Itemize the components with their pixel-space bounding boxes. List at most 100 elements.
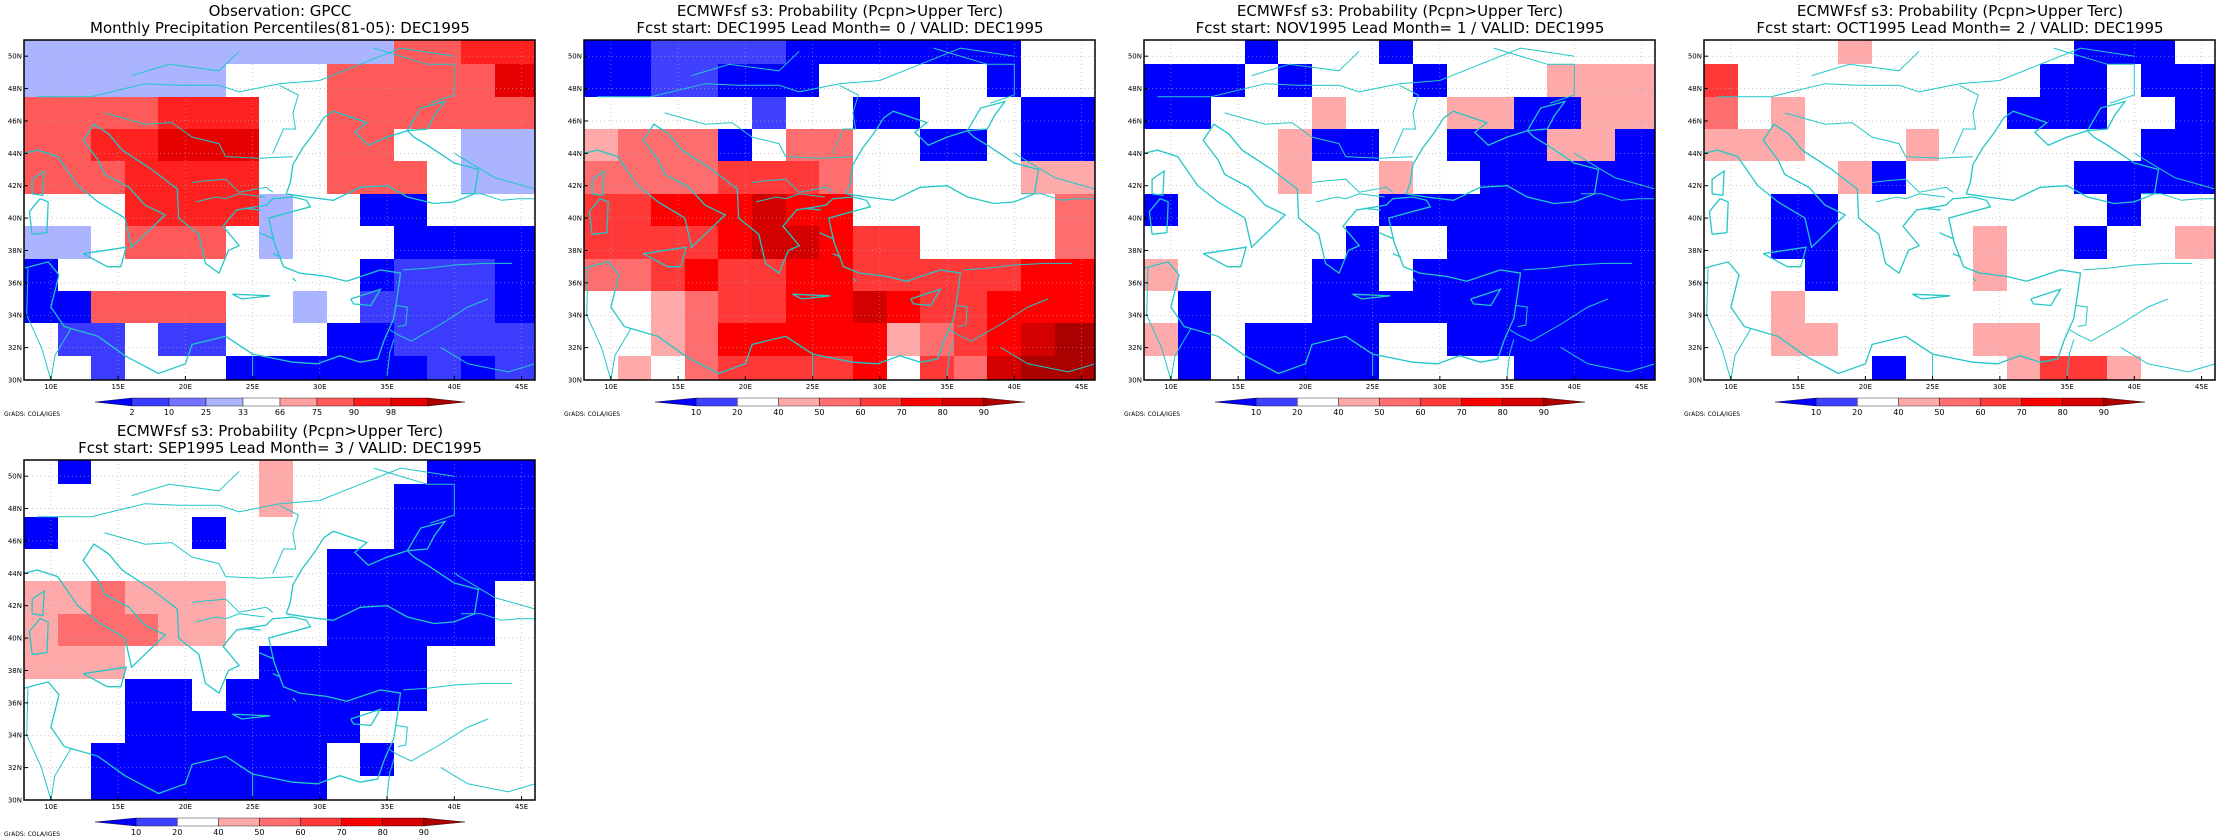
grid-cell xyxy=(327,323,360,356)
grid-cell xyxy=(1906,97,1939,129)
grid-cell xyxy=(427,776,461,800)
colorbar-label: 80 xyxy=(1498,408,1508,417)
grid-cell xyxy=(2040,40,2074,64)
grid-cell xyxy=(1738,194,1771,226)
grid-cell xyxy=(91,291,125,323)
grid-cell xyxy=(685,194,718,226)
grid-cell xyxy=(752,356,786,380)
colorbar-segment xyxy=(177,817,219,827)
grid-cell xyxy=(618,226,651,259)
grid-cell xyxy=(495,259,535,291)
grid-cell xyxy=(786,129,819,161)
lat-tick-label: 42N xyxy=(568,182,582,190)
grid-cell xyxy=(158,581,192,614)
grid-cell xyxy=(495,64,535,97)
grid-cell xyxy=(1704,323,1738,356)
grid-cell xyxy=(2107,194,2141,226)
grads-credit: GrADS: COLA/IGES xyxy=(4,831,60,838)
country-border xyxy=(26,268,52,380)
grid-cell xyxy=(1021,129,1055,161)
grid-cell xyxy=(1055,64,1095,97)
grid-cell xyxy=(259,614,293,646)
coastline xyxy=(1392,253,1402,258)
grid-cell xyxy=(2074,291,2107,323)
grid-cell xyxy=(394,161,427,194)
grid-cell xyxy=(987,40,1021,64)
map-frame xyxy=(23,39,536,381)
country-border xyxy=(1574,152,1655,190)
grid-cell xyxy=(1447,64,1480,97)
country-border xyxy=(963,262,1073,271)
colorbar-label: 25 xyxy=(201,408,211,417)
grid-cell xyxy=(1838,259,1872,291)
map-svg: ECMWFsf s3: Probability (Pcpn>Upper Terc… xyxy=(1684,2,2216,418)
coastline xyxy=(406,100,447,132)
grid-cell xyxy=(1872,226,1906,259)
grid-cell xyxy=(158,460,192,484)
grid-cell xyxy=(1055,356,1095,380)
grid-cell xyxy=(360,64,394,97)
lat-tick-label: 46N xyxy=(568,117,582,125)
grid-cell xyxy=(618,97,651,129)
grid-cell xyxy=(1178,64,1211,97)
colorbar-label: 10 xyxy=(164,408,174,417)
colorbar-segment xyxy=(819,397,861,407)
coastline xyxy=(1912,293,1951,300)
coastline xyxy=(2086,100,2127,132)
country-border xyxy=(586,268,612,380)
grid-cell xyxy=(192,614,226,646)
grid-cell xyxy=(226,97,259,129)
grid-cell xyxy=(1838,40,1872,64)
grid-cell xyxy=(1838,161,1872,194)
grid-cell xyxy=(618,259,651,291)
grid-cell xyxy=(1738,97,1771,129)
grid-cell xyxy=(2040,194,2074,226)
country-border xyxy=(1251,50,1360,77)
grid-cell xyxy=(853,226,887,259)
grid-cell xyxy=(1144,64,1178,97)
country-border xyxy=(389,718,489,762)
country-border xyxy=(1509,298,1609,342)
grid-cell xyxy=(887,226,920,259)
grid-cell xyxy=(91,194,125,226)
grid-cell xyxy=(1245,129,1278,161)
grid-cell xyxy=(1144,226,1178,259)
grid-cell xyxy=(887,194,920,226)
grid-cell xyxy=(1872,323,1906,356)
lat-tick-label: 38N xyxy=(1128,247,1142,255)
grid-cell xyxy=(1973,356,2007,380)
grid-cell xyxy=(920,323,954,356)
grid-cell xyxy=(259,259,293,291)
grid-cell xyxy=(1211,356,1245,380)
country-border xyxy=(396,725,408,748)
grid-cell xyxy=(2074,323,2107,356)
lat-tick-label: 30N xyxy=(1128,377,1142,385)
grid-cell xyxy=(495,323,535,356)
panel-title-line2: Fcst start: SEP1995 Lead Month= 3 / VALI… xyxy=(78,439,482,457)
grid-cell xyxy=(293,484,327,517)
grid-cell xyxy=(1211,323,1245,356)
coastline xyxy=(24,123,402,375)
grid-cell xyxy=(1771,259,1805,291)
grid-cell xyxy=(2175,40,2215,64)
grid-cell xyxy=(427,226,461,259)
grid-cell xyxy=(1447,356,1480,380)
grid-cell xyxy=(651,40,685,64)
grid-cell xyxy=(1939,259,1973,291)
grid-cell xyxy=(495,291,535,323)
lat-tick-label: 48N xyxy=(1688,85,1702,93)
country-border xyxy=(1493,47,1575,104)
grid-cell xyxy=(293,581,327,614)
grid-cell xyxy=(1055,226,1095,259)
grid-cell xyxy=(226,259,259,291)
grid-cell xyxy=(1278,226,1312,259)
coastline xyxy=(24,543,402,795)
grads-credit: GrADS: COLA/IGES xyxy=(564,411,620,418)
grid-cell xyxy=(1447,291,1480,323)
grid-cell xyxy=(2007,194,2040,226)
grid-cell xyxy=(24,646,58,679)
grid-cell xyxy=(461,323,495,356)
grid-cell xyxy=(618,194,651,226)
grid-cell xyxy=(1413,323,1447,356)
grid-cell xyxy=(461,549,495,581)
